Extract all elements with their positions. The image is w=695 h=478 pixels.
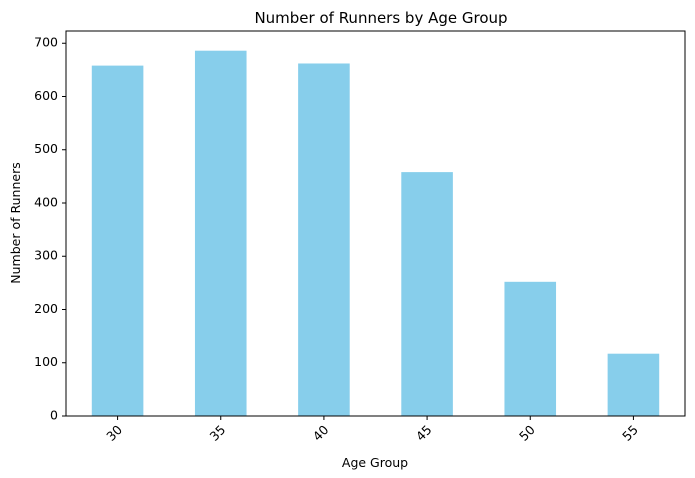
y-tick-label-400: 400: [34, 194, 58, 209]
x-tick-label-50: 50: [516, 422, 538, 444]
y-tick-label-700: 700: [34, 35, 58, 50]
x-tick-label-55: 55: [619, 422, 641, 444]
bar-30: [91, 65, 144, 416]
bar-55: [607, 353, 660, 416]
bars-group: [91, 50, 660, 416]
bar-50: [504, 281, 557, 416]
y-tick-label-100: 100: [34, 354, 58, 369]
chart-title: Number of Runners by Age Group: [254, 9, 507, 27]
x-axis-label: Age Group: [342, 455, 408, 470]
x-tick-label-30: 30: [103, 422, 125, 444]
y-tick-label-0: 0: [50, 408, 58, 423]
x-tick-label-35: 35: [206, 422, 228, 444]
bar-35: [194, 50, 247, 416]
y-tick-label-600: 600: [34, 88, 58, 103]
y-axis-label: Number of Runners: [8, 162, 23, 283]
x-axis: 30 35 40 45 50 55: [103, 416, 641, 444]
y-tick-label-500: 500: [34, 141, 58, 156]
x-tick-label-40: 40: [310, 422, 332, 444]
bar-40: [298, 63, 350, 416]
y-tick-label-300: 300: [34, 248, 58, 263]
plot-frame: [65, 30, 686, 417]
bar-45: [401, 172, 453, 416]
y-axis: 0 100 200 300 400 500 600 700: [34, 35, 66, 423]
x-tick-label-45: 45: [413, 422, 435, 444]
y-tick-label-200: 200: [34, 301, 58, 316]
